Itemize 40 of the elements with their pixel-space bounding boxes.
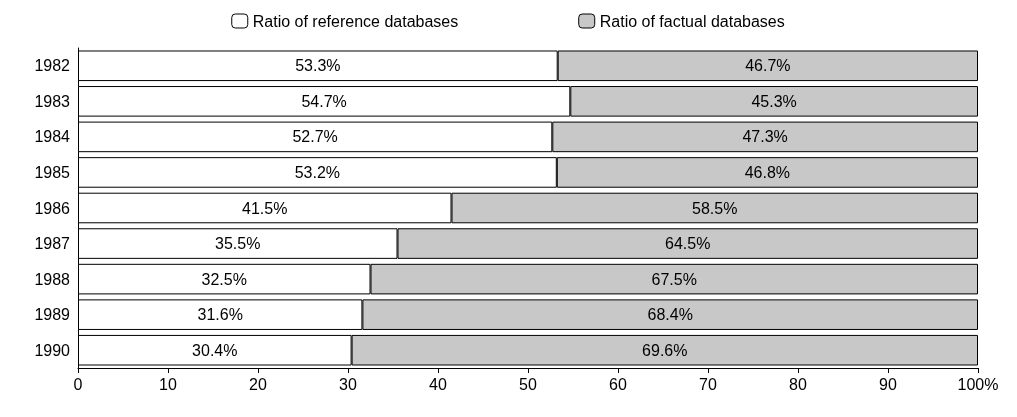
y-tick-label: 1987 <box>34 235 71 253</box>
data-label: 53.3% <box>295 57 341 75</box>
data-label: 58.5% <box>692 199 738 217</box>
x-tick-label: 0 <box>73 375 83 393</box>
y-tick-label: 1983 <box>34 92 71 110</box>
data-label: 45.3% <box>751 92 797 110</box>
x-tick-label: 10 <box>159 375 177 393</box>
data-label: 32.5% <box>201 270 247 288</box>
x-tick-label: 70 <box>699 375 717 393</box>
data-label: 67.5% <box>651 270 697 288</box>
legend-label: Ratio of reference databases <box>252 12 459 30</box>
x-tick-label: 20 <box>249 375 267 393</box>
legend-label: Ratio of factual databases <box>599 12 785 30</box>
data-label: 41.5% <box>242 199 288 217</box>
x-tick-label: 30 <box>339 375 357 393</box>
x-tick-label: 90 <box>879 375 897 393</box>
y-tick-label: 1988 <box>34 270 71 288</box>
data-label: 69.6% <box>642 341 688 359</box>
x-tick-label: 60 <box>609 375 627 393</box>
data-label: 30.4% <box>192 341 238 359</box>
data-label: 53.2% <box>294 163 341 181</box>
x-tick-label: 100% <box>957 375 999 393</box>
y-tick-label: 1982 <box>34 57 71 75</box>
data-label: 64.5% <box>665 235 711 253</box>
y-tick-label: 1989 <box>34 306 71 324</box>
x-tick-label: 80 <box>789 375 807 393</box>
x-tick-label: 50 <box>519 375 537 393</box>
y-tick-label: 1984 <box>34 128 71 146</box>
data-label: 52.7% <box>292 128 338 146</box>
data-label: 68.4% <box>647 306 693 324</box>
y-tick-label: 1986 <box>34 199 71 217</box>
data-label: 35.5% <box>215 235 261 253</box>
y-tick-label: 1990 <box>34 341 71 359</box>
data-label: 31.6% <box>197 306 243 324</box>
data-label: 47.3% <box>742 128 788 146</box>
data-label: 46.8% <box>744 163 791 181</box>
data-label: 54.7% <box>301 92 347 110</box>
y-tick-label: 1985 <box>34 163 71 181</box>
data-label: 46.7% <box>745 57 791 75</box>
x-tick-label: 40 <box>429 375 447 393</box>
